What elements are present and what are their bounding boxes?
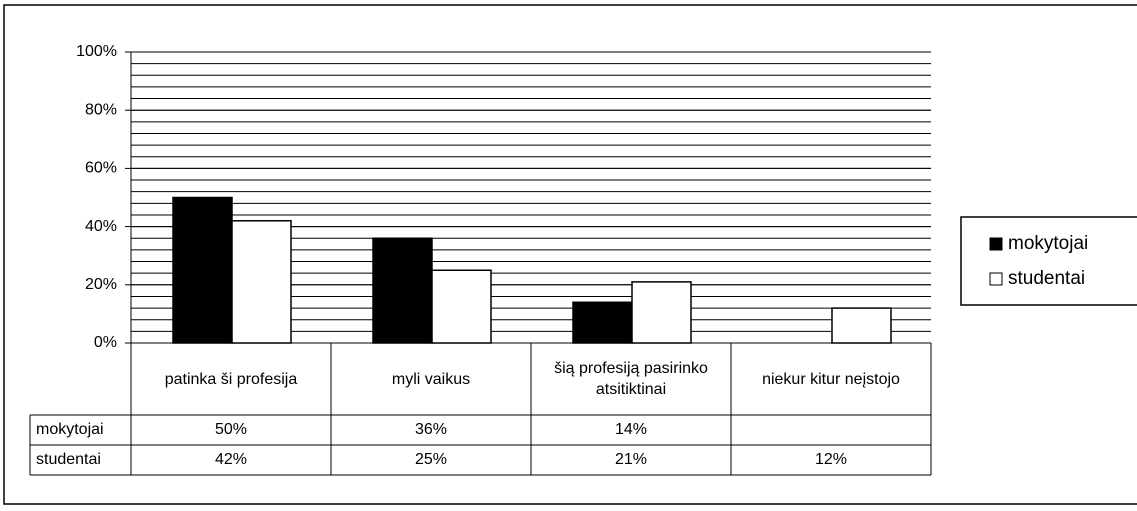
category-label: patinka ši profesija [164, 370, 298, 388]
bar [631, 281, 692, 344]
category-label: niekur kitur neįstojo [762, 370, 900, 388]
y-tick-label: 80% [85, 101, 117, 118]
bar [831, 307, 892, 344]
table-value: 36% [415, 421, 447, 438]
table-value: 25% [415, 451, 447, 468]
y-tick-label: 0% [94, 334, 117, 351]
category-label: myli vaikus [391, 370, 471, 388]
table-value: 12% [815, 451, 847, 468]
bar [431, 269, 492, 344]
table-value: 14% [615, 421, 647, 438]
table-value: 50% [215, 421, 247, 438]
legend-box [960, 216, 1137, 306]
category-label: šią profesiją pasirinko atsitiktinai [554, 360, 708, 398]
bar [572, 301, 633, 344]
chart-border [3, 4, 1137, 505]
table-value: 42% [215, 451, 247, 468]
legend-label: studentai [1008, 268, 1085, 289]
y-tick-label: 20% [85, 276, 117, 293]
legend-label: mokytojai [1008, 233, 1088, 254]
y-tick-label: 40% [85, 218, 117, 235]
legend-swatch [989, 272, 1003, 286]
bar [372, 237, 433, 344]
bar [231, 220, 292, 344]
table-row-label: mokytojai [36, 421, 104, 438]
y-tick-label: 60% [85, 160, 117, 177]
legend-swatch [989, 237, 1003, 251]
table-value: 21% [615, 451, 647, 468]
bar [172, 196, 233, 344]
table-row-label: studentai [36, 451, 101, 468]
y-tick-label: 100% [76, 43, 117, 60]
